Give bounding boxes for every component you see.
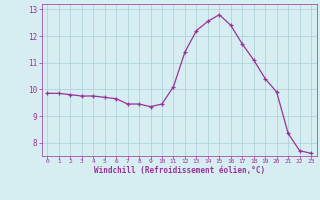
X-axis label: Windchill (Refroidissement éolien,°C): Windchill (Refroidissement éolien,°C): [94, 166, 265, 175]
